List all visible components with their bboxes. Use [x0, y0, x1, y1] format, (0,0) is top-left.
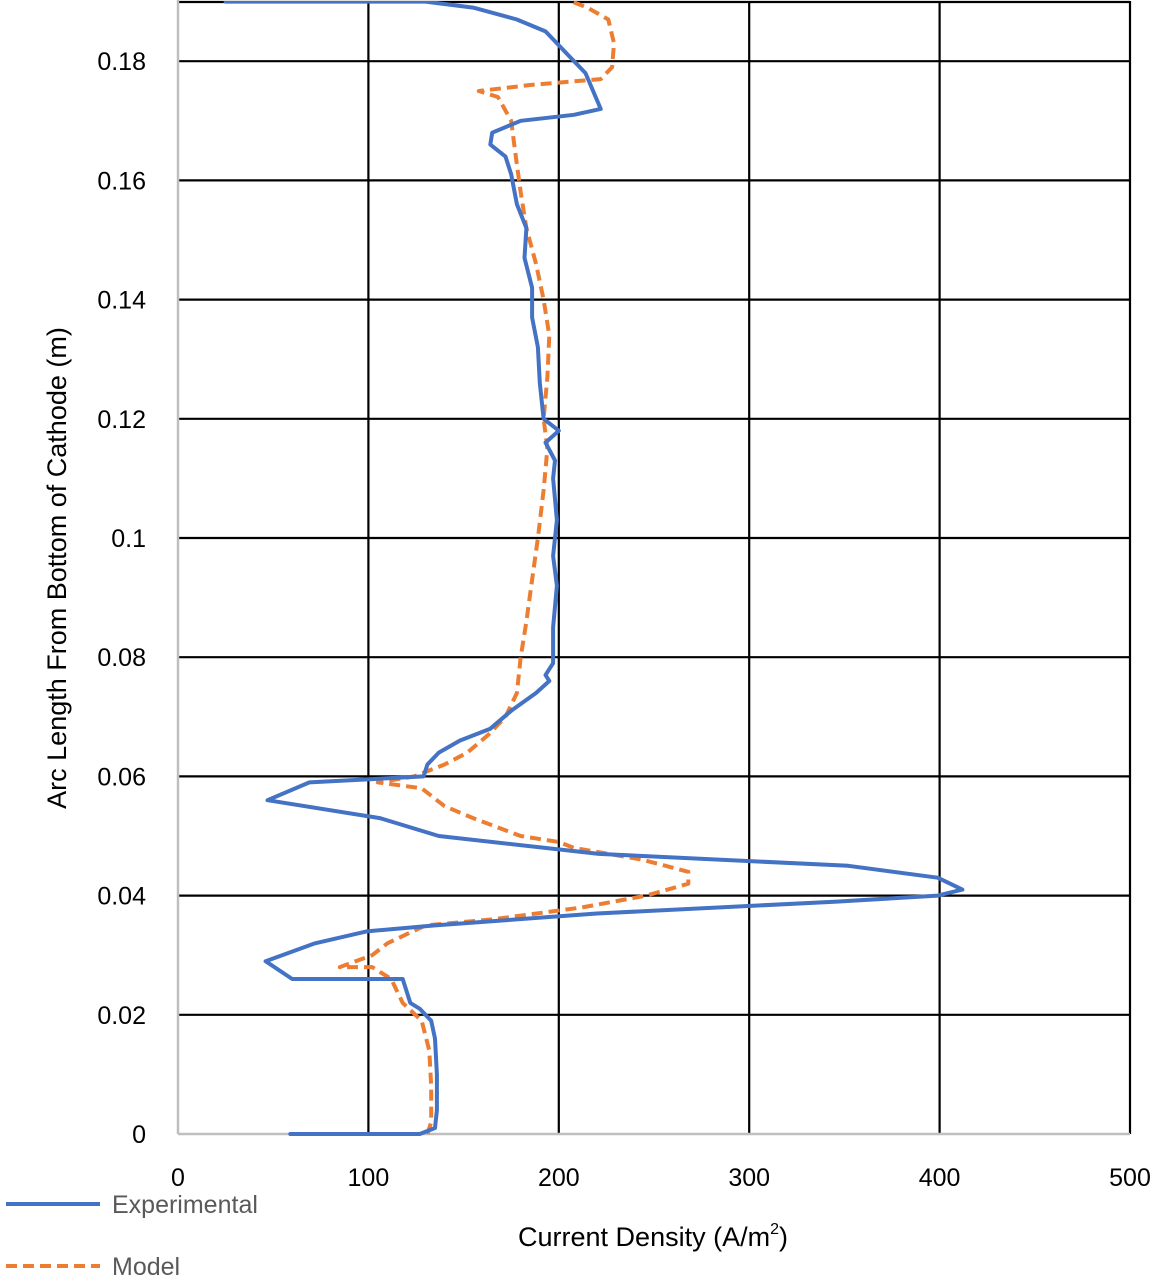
y-tick-0.1: 0.1	[111, 525, 146, 553]
x-tick-300: 300	[728, 1164, 770, 1192]
x-tick-200: 200	[538, 1164, 580, 1192]
series-line-model	[337, 1, 691, 1135]
legend: Experimental Model	[6, 1191, 258, 1280]
y-tick-0.08: 0.08	[97, 644, 146, 672]
x-axis-title-close: )	[779, 1222, 788, 1252]
y-tick-labels: 0 0.02 0.04 0.06 0.08 0.1 0.12 0.14 0.16 0.18	[97, 48, 146, 1149]
legend-item-experimental[interactable]: Experimental	[6, 1191, 258, 1219]
x-tick-500: 500	[1109, 1164, 1151, 1192]
y-tick-0.14: 0.14	[97, 287, 146, 315]
x-tick-100: 100	[348, 1164, 390, 1192]
series-layer	[223, 1, 965, 1136]
y-axis-title: Arc Length From Bottom of Cathode (m)	[42, 327, 72, 809]
x-tick-400: 400	[919, 1164, 961, 1192]
legend-label-model: Model	[112, 1253, 180, 1280]
y-tick-0.18: 0.18	[97, 48, 146, 76]
x-tick-labels: 0 100 200 300 400 500	[171, 1164, 1151, 1192]
y-tick-0.04: 0.04	[97, 883, 146, 911]
legend-label-experimental: Experimental	[112, 1191, 258, 1219]
y-tick-0.02: 0.02	[97, 1002, 146, 1030]
x-axis-title: Current Density (A/m2)	[518, 1221, 788, 1252]
x-axis-title-superscript: 2	[770, 1221, 779, 1238]
axis-lines	[176, 0, 1130, 1136]
y-tick-0: 0	[132, 1121, 146, 1149]
gridlines	[178, 0, 1132, 1134]
y-tick-0.12: 0.12	[97, 406, 146, 434]
y-tick-0.06: 0.06	[97, 763, 146, 791]
legend-item-model[interactable]: Model	[6, 1253, 180, 1280]
x-tick-0: 0	[171, 1164, 185, 1192]
x-axis-title-main: Current Density (A/m	[518, 1222, 770, 1252]
y-tick-0.16: 0.16	[97, 167, 146, 195]
series-line-experimental	[223, 1, 965, 1136]
